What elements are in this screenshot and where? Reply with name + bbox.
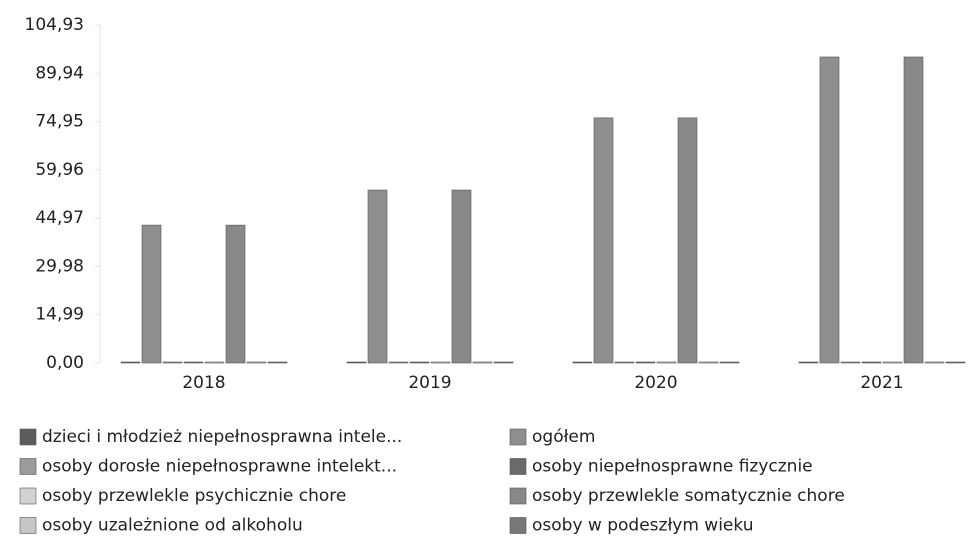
y-tick-label: 104,93 (25, 15, 84, 35)
bar (346, 361, 367, 364)
legend-label: osoby uzależnione od alkoholu (42, 516, 303, 536)
y-tick-label: 0,00 (46, 353, 84, 373)
bar (677, 117, 698, 364)
bar (719, 361, 740, 364)
bar (120, 361, 141, 364)
bar (840, 361, 861, 364)
bar (572, 361, 593, 364)
legend-label: osoby przewlekle somatycznie chore (532, 486, 845, 506)
y-tick-label: 89,94 (35, 63, 84, 83)
y-tick-label: 14,99 (35, 305, 84, 325)
legend-swatch (19, 487, 37, 505)
bar (924, 361, 945, 364)
bar (267, 361, 288, 364)
bar (493, 361, 514, 364)
bar (593, 117, 614, 364)
bar (246, 361, 267, 364)
legend-swatch (19, 517, 37, 534)
x-tick-label: 2018 (182, 373, 225, 393)
bar (162, 361, 183, 364)
x-tick-label: 2019 (408, 373, 451, 393)
bar (141, 224, 162, 364)
legend-label: osoby w podeszłym wieku (532, 516, 753, 536)
bar (698, 361, 719, 364)
legend-label: ogółem (532, 427, 595, 447)
bar (388, 361, 409, 364)
x-tick-label: 2021 (860, 373, 903, 393)
bar (614, 361, 635, 364)
legend-swatch (509, 428, 527, 446)
legend-swatch (19, 458, 37, 475)
legend-label: osoby niepełnosprawne fizycznie (532, 457, 813, 477)
bar (903, 56, 924, 364)
bar (409, 361, 430, 364)
bar (225, 224, 246, 364)
bar (882, 361, 903, 364)
bar (635, 361, 656, 364)
legend-swatch (19, 428, 37, 446)
bar (861, 361, 882, 364)
legend-label: osoby przewlekle psychicznie chore (42, 486, 346, 506)
legend-label: dzieci i młodzież niepełnosprawna intele… (42, 427, 402, 447)
bar (945, 361, 966, 364)
bar (472, 361, 493, 364)
bar (367, 189, 388, 364)
legend-swatch (509, 458, 527, 475)
legend-swatch (509, 517, 527, 534)
bar (204, 361, 225, 364)
bar (183, 361, 204, 364)
y-tick-label: 44,97 (35, 208, 84, 228)
y-tick-label: 59,96 (35, 160, 84, 180)
y-tick-label: 74,95 (35, 112, 84, 132)
bar (430, 361, 451, 364)
bar (819, 56, 840, 364)
legend-label: osoby dorosłe niepełnosprawne intelekt..… (42, 457, 397, 477)
bar (451, 189, 472, 364)
bar (656, 361, 677, 364)
x-tick-label: 2020 (634, 373, 677, 393)
y-tick-label: 29,98 (35, 256, 84, 276)
bar (798, 361, 819, 364)
legend-swatch (509, 487, 527, 505)
